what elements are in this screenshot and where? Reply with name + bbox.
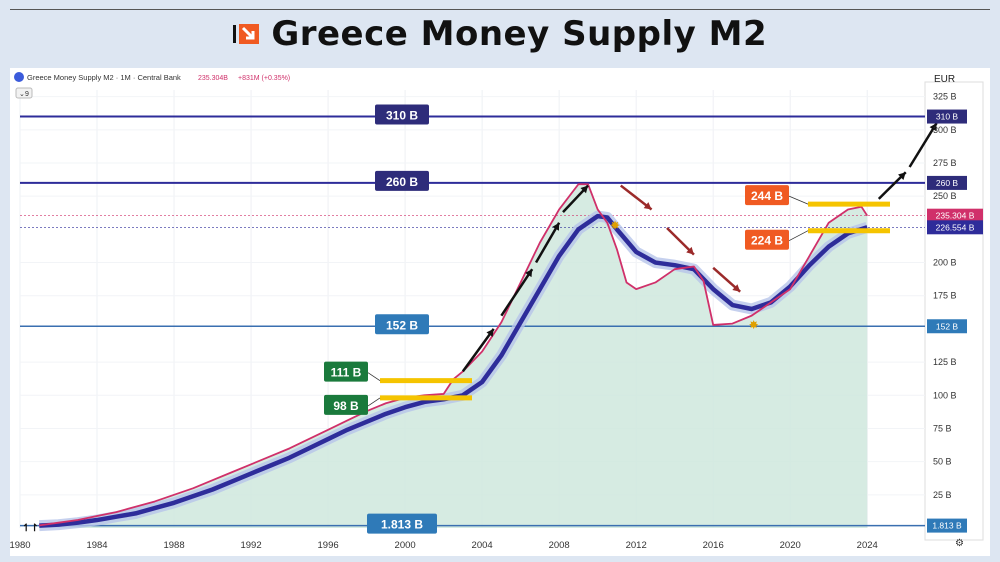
annotation-pointer: [367, 397, 381, 407]
y-tick-label: 325 B: [933, 92, 957, 102]
level-tag-label: 260 B: [386, 175, 418, 189]
axis-level-tag: [927, 109, 967, 124]
y-tick-label: 75 B: [933, 423, 952, 433]
level-tag: [375, 314, 429, 335]
article-header: Greece Money Supply M2: [0, 14, 1000, 66]
y-tick-label: 200 B: [933, 258, 957, 268]
up-trend-arrow-head: [580, 185, 589, 194]
up-trend-arrow: [461, 328, 495, 373]
x-tick-label: 2024: [857, 540, 878, 551]
axis-level-label: 310 B: [936, 112, 959, 122]
tv-logo-icon: ↿↾: [22, 523, 39, 534]
star-marker-icon: ✸: [610, 218, 620, 232]
annotation-box: [324, 394, 368, 415]
price-tag-label: 226.554 B: [936, 222, 975, 232]
collapse-button[interactable]: [15, 87, 33, 99]
axis-level-label: 152 B: [936, 321, 959, 331]
series-logo-icon: [14, 72, 24, 82]
up-trend-arrow: [908, 122, 938, 168]
up-trend-arrow-head: [552, 222, 560, 231]
down-trend-arrow-head: [643, 202, 652, 210]
price-tag-label: 235.304 B: [936, 211, 975, 221]
header-rule: [10, 9, 990, 10]
axis-level-label: 260 B: [936, 178, 959, 188]
up-trend-arrow: [500, 268, 534, 317]
blue-series-line: [39, 213, 868, 528]
page-title: Greece Money Supply M2: [271, 14, 768, 54]
chevron-down-icon: ⌄: [19, 91, 25, 98]
x-tick-label: 1992: [240, 540, 261, 551]
up-trend-arrow-head: [525, 269, 533, 278]
x-tick-label: 1984: [86, 540, 107, 551]
y-tick-label: 25 B: [933, 490, 952, 500]
up-trend-arrow-head: [898, 172, 906, 180]
annotation-label: 244 B: [751, 189, 783, 203]
annotation-pointer: [788, 230, 809, 242]
change-value: +831M (+0.35%): [238, 75, 290, 82]
x-tick-label: 2020: [780, 540, 801, 551]
red-series-line: [39, 183, 868, 527]
annotation-box: [745, 185, 789, 206]
down-trend-arrow-head: [732, 284, 741, 292]
y-tick-label: 300 B: [933, 125, 957, 135]
level-tag: [375, 104, 429, 125]
annotation-box: [745, 229, 789, 250]
up-trend-arrow-head: [486, 328, 494, 337]
price-axis-panel: [924, 81, 984, 541]
x-tick-label: 1988: [163, 540, 184, 551]
annotation-label: 111 B: [331, 366, 362, 380]
down-trend-arrow-head: [686, 246, 694, 255]
currency-label[interactable]: EUR: [934, 74, 955, 85]
x-tick-label: 2008: [549, 540, 570, 551]
level-tag-label: 152 B: [386, 318, 418, 332]
y-tick-label: 50 B: [933, 457, 952, 467]
level-tag: [375, 170, 429, 191]
last-value: 235.304B: [198, 75, 228, 82]
level-tag-label: 1.813 B: [381, 518, 423, 532]
x-tick-label: 2016: [703, 540, 724, 551]
axis-level-tag: [927, 175, 967, 190]
money-supply-chart: 310 B 260 B 152 B 1.813 B 244 B 224 B 111 B 98…: [9, 72, 984, 551]
y-tick-label: 100 B: [933, 390, 957, 400]
x-tick-label: 1980: [10, 540, 31, 551]
price-tag: [927, 220, 983, 235]
x-tick-label: 2004: [472, 540, 493, 551]
up-trend-arrow: [534, 222, 561, 264]
series-area-fill: [39, 184, 868, 528]
chart-panel: 310 B 260 B 152 B 1.813 B 244 B 224 B 111 B 98…: [9, 68, 990, 556]
y-tick-label: 250 B: [933, 191, 957, 201]
axis-level-tag: [927, 518, 967, 533]
annotation-pointer: [788, 195, 809, 205]
up-trend-arrow-head: [929, 123, 937, 132]
level-tag-label: 310 B: [386, 109, 418, 123]
annotation-box: [324, 361, 368, 382]
y-tick-label: 275 B: [933, 158, 957, 168]
axis-level-tag: [927, 319, 967, 334]
interval-badge: 9: [25, 91, 29, 98]
x-tick-label: 1996: [318, 540, 339, 551]
y-tick-label: 125 B: [933, 357, 957, 367]
annotation-label: 224 B: [751, 234, 783, 248]
annotation-pointer: [367, 372, 381, 382]
brand-arrow-icon: [232, 24, 259, 44]
axis-level-label: 1.813 B: [932, 521, 962, 531]
series-label: Greece Money Supply M2 · 1M · Central Ba…: [27, 73, 181, 82]
star-marker-icon: ✸: [749, 318, 759, 332]
x-tick-label: 2000: [395, 540, 416, 551]
price-tag: [927, 208, 983, 223]
x-tick-label: 2012: [626, 540, 647, 551]
y-tick-label: 175 B: [933, 291, 957, 301]
level-tag: [367, 513, 437, 534]
annotation-label: 98 B: [333, 399, 359, 413]
settings-gear-icon[interactable]: ⚙: [955, 538, 964, 549]
